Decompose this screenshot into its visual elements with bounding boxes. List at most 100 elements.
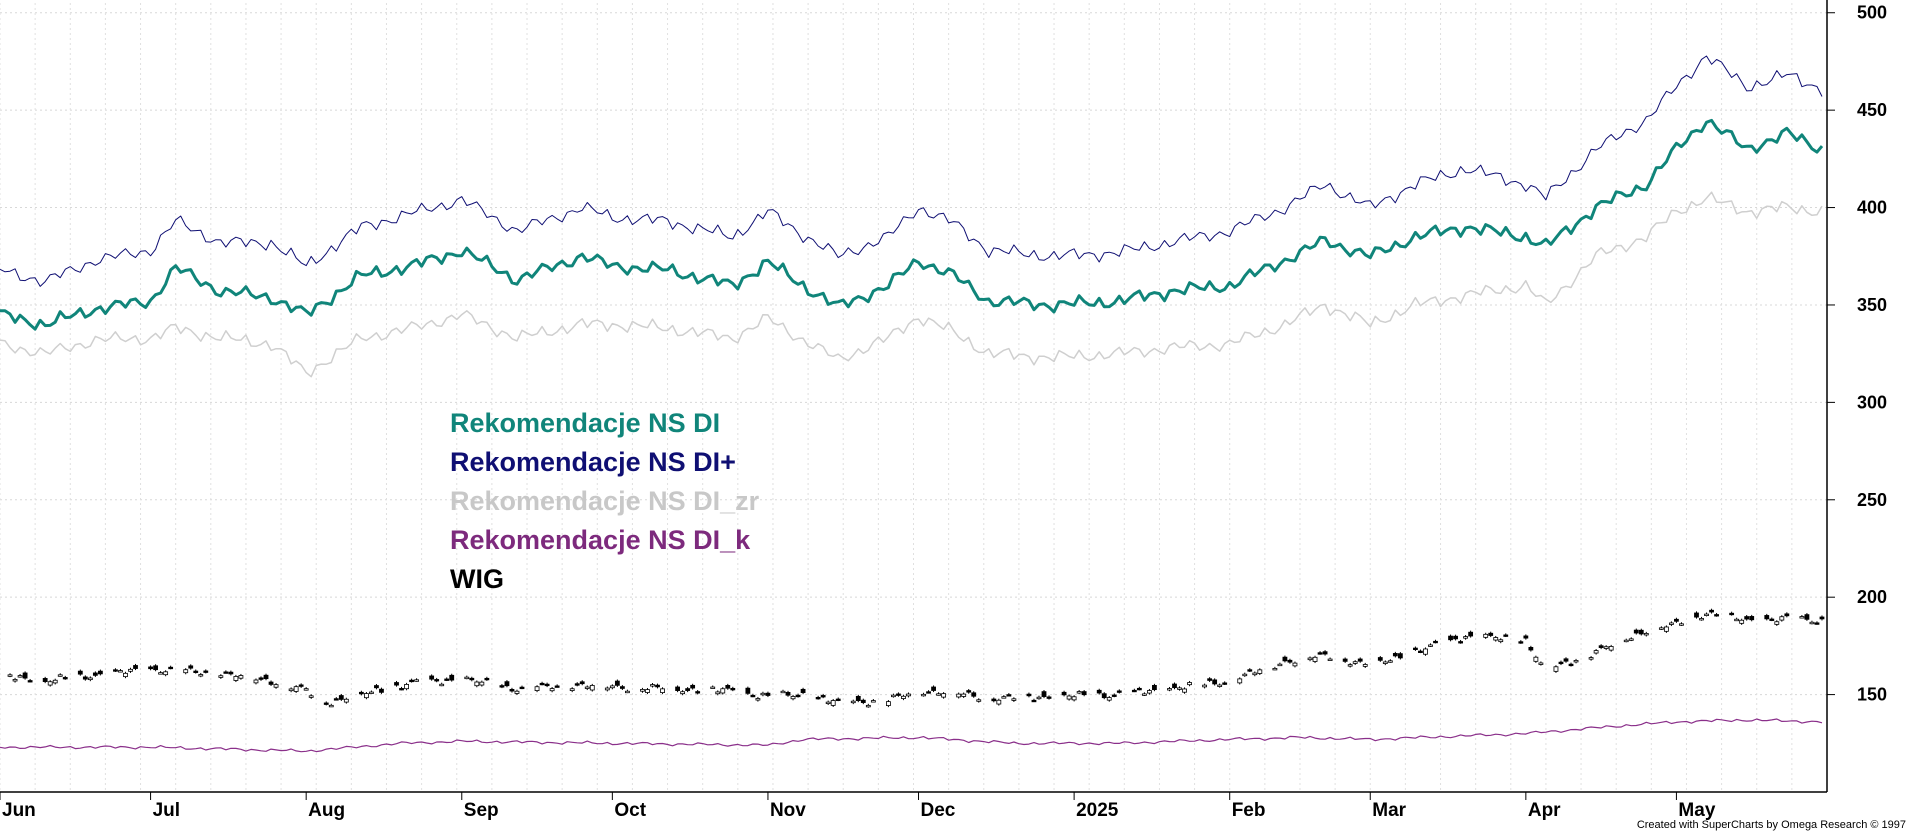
wig-candle-body xyxy=(1061,691,1067,696)
wig-candle-body xyxy=(1523,635,1529,639)
y-tick-label: 150 xyxy=(1857,685,1887,705)
wig-candle-body xyxy=(47,681,53,686)
wig-candle-body xyxy=(1558,661,1564,665)
grid-lines xyxy=(0,3,1828,792)
legend: Rekomendacje NS DI Rekomendacje NS DI+ R… xyxy=(450,404,759,599)
wig-candle-body xyxy=(1538,662,1544,665)
wig-candle-body xyxy=(675,686,680,691)
wig-candle-body xyxy=(1147,690,1152,694)
wig-candle-body xyxy=(645,689,650,693)
wig-candle-body xyxy=(835,698,841,701)
wig-candle-body xyxy=(379,688,384,693)
wig-candle-body xyxy=(956,693,962,698)
wig-candle-body xyxy=(1518,641,1524,644)
wig-candle-body xyxy=(233,676,239,681)
wig-candle-body xyxy=(519,686,525,690)
wig-candle-body xyxy=(449,674,455,681)
wig-candle-body xyxy=(268,681,274,685)
wig-candle-body xyxy=(1674,618,1679,622)
wig-candle-body xyxy=(1116,690,1122,693)
wig-candle-body xyxy=(1011,698,1017,701)
wig-candle-body xyxy=(499,685,505,688)
wig-candle-body xyxy=(1287,659,1293,663)
wig-candle-body xyxy=(730,687,736,691)
wig-candle-body xyxy=(785,691,791,696)
wig-candle-body xyxy=(921,693,926,697)
wig-candle-body xyxy=(1709,609,1714,613)
wig-candle-body xyxy=(640,689,645,692)
wig-candle-body xyxy=(258,677,264,680)
x-tick-label: Jul xyxy=(153,800,180,821)
wig-candle-body xyxy=(1588,657,1594,660)
wig-candle-body xyxy=(1046,696,1052,699)
wig-candle-body xyxy=(273,684,279,688)
wig-candle-body xyxy=(901,695,906,699)
legend-item-di-k: Rekomendacje NS DI_k xyxy=(450,525,751,555)
wig-candle-body xyxy=(589,685,595,691)
wig-candle-body xyxy=(650,684,655,687)
wig-candle-body xyxy=(1006,694,1012,697)
wig-candle-body xyxy=(1212,679,1218,685)
wig-candle-body xyxy=(790,696,796,700)
y-tick-label: 300 xyxy=(1857,392,1887,412)
wig-candle-body xyxy=(183,669,189,674)
x-tick-label: Feb xyxy=(1232,800,1266,821)
x-tick-label: Apr xyxy=(1528,800,1561,821)
wig-candle-body xyxy=(1749,616,1755,621)
wig-candle-body xyxy=(27,680,33,683)
wig-candle-body xyxy=(1242,673,1248,677)
wig-candle-body xyxy=(1392,653,1398,657)
wig-candle-body xyxy=(1468,631,1474,637)
wig-candle-body xyxy=(188,665,194,669)
wig-candle-body xyxy=(333,698,339,701)
wig-candle-body xyxy=(1598,645,1604,648)
wig-candle-body xyxy=(991,698,997,702)
wig-candle-body xyxy=(1152,684,1157,691)
y-tick-label: 200 xyxy=(1857,587,1887,607)
wig-candle-body xyxy=(77,670,83,675)
wig-candle-body xyxy=(1704,613,1709,616)
wig-candle-body xyxy=(584,686,590,689)
wig-candle-body xyxy=(855,695,861,702)
x-tick-label: Sep xyxy=(464,800,499,821)
wig-candle-body xyxy=(1623,639,1629,643)
wig-candle-body xyxy=(604,687,610,691)
wig-candle-body xyxy=(1669,622,1674,625)
wig-candle-body xyxy=(1382,661,1388,664)
wig-candle-body xyxy=(364,693,369,699)
wig-candle-body xyxy=(163,671,169,676)
wig-candle-body xyxy=(1503,634,1509,637)
wig-candle-body xyxy=(1774,621,1780,625)
x-tick-label: Mar xyxy=(1372,800,1406,821)
wig-candle-body xyxy=(17,675,23,678)
wig-candle-body xyxy=(685,688,691,691)
credit-text: Created with SuperCharts by Omega Resear… xyxy=(1636,819,1906,831)
wig-candle-body xyxy=(579,681,585,685)
wig-candle-body xyxy=(444,678,450,681)
y-tick-label: 250 xyxy=(1857,490,1887,510)
wig-candle-body xyxy=(1663,626,1669,632)
wig-candle-body xyxy=(118,670,123,673)
wig-candle-body xyxy=(358,691,364,695)
wig-candle-body xyxy=(614,680,620,686)
wig-candle-body xyxy=(1563,658,1569,662)
wig-candle-body xyxy=(574,683,580,686)
wig-candle-body xyxy=(263,674,269,680)
wig-candle-body xyxy=(97,670,103,675)
wig-candle-body xyxy=(288,688,294,692)
wig-candle-body xyxy=(1177,687,1182,690)
y-tick-label: 400 xyxy=(1857,198,1887,218)
wig-candle-body xyxy=(1111,694,1117,697)
wig-candle-body xyxy=(57,674,63,677)
wig-candle-body xyxy=(509,688,515,692)
wig-candle-body xyxy=(62,677,68,680)
wig-candle-body xyxy=(374,685,379,689)
wig-candle-body xyxy=(1342,658,1348,662)
wig-candle-body xyxy=(619,686,625,689)
wig-candle-body xyxy=(655,684,660,688)
wig-candle-body xyxy=(750,694,756,698)
wig-candle-body xyxy=(1307,657,1313,661)
wig-candle-body xyxy=(1362,664,1368,667)
x-tick-label: Dec xyxy=(921,800,956,821)
wig-candle-body xyxy=(1282,656,1288,662)
